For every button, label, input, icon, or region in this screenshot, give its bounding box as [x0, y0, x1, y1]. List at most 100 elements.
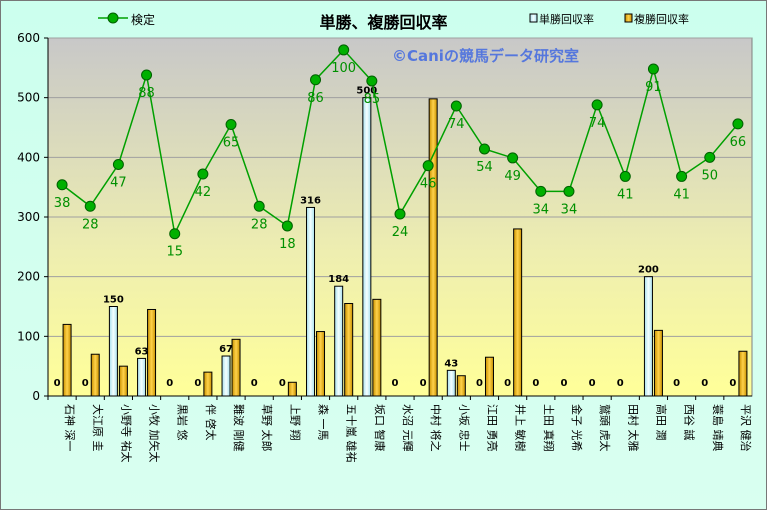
bar-data-label: 500 — [356, 86, 377, 97]
bar-data-label: 0 — [729, 378, 736, 389]
x-category-label: 上野 翔 — [288, 404, 302, 441]
kentei-point — [338, 44, 350, 56]
x-category-label: 鷲頭 虎太 — [598, 404, 612, 452]
kentei-point — [197, 168, 209, 180]
bar-data-label: 0 — [532, 378, 539, 389]
y-tick-label: 400 — [17, 150, 40, 164]
x-category-label: 金子 光希 — [570, 404, 584, 452]
bar-data-label: 0 — [279, 378, 286, 389]
kentei-point — [169, 228, 181, 240]
bar-data-label: 0 — [504, 378, 511, 389]
bar-data-label: 0 — [420, 378, 427, 389]
kentei-label: 49 — [504, 169, 521, 184]
kentei-point — [141, 69, 153, 81]
kentei-label: 50 — [701, 168, 718, 183]
kentei-label: 66 — [730, 135, 747, 150]
bar-data-label: 0 — [392, 378, 399, 389]
bar-fukusho — [372, 298, 382, 397]
kentei-point — [394, 208, 406, 220]
bar-data-label: 0 — [701, 378, 708, 389]
bar-fukusho — [653, 329, 663, 397]
x-category-label: 高田 潤 — [654, 404, 668, 441]
x-category-label: 平沢 健治 — [739, 404, 753, 452]
x-category-label: 大江原 圭 — [91, 404, 105, 452]
kentei-label: 15 — [166, 245, 183, 260]
x-category-label: 蓑島 靖典 — [711, 404, 725, 452]
kentei-label: 91 — [645, 80, 662, 95]
y-tick-label: 600 — [17, 31, 40, 45]
bar-fukusho — [118, 365, 128, 397]
kentei-point — [112, 158, 124, 170]
kentei-point — [253, 200, 265, 212]
bar-tansho — [221, 355, 231, 397]
bar-tansho — [334, 285, 344, 397]
kentei-label: 41 — [673, 187, 690, 202]
x-category-label: 小牧 加矢太 — [148, 404, 162, 463]
bar-fukusho — [513, 228, 523, 397]
kentei-point — [56, 179, 68, 191]
y-tick-label: 300 — [17, 210, 40, 224]
bar-fukusho — [90, 353, 100, 397]
bar-fukusho — [147, 308, 157, 397]
kentei-label: 88 — [138, 86, 155, 101]
y-tick-label: 100 — [17, 329, 40, 343]
kentei-label: 85 — [364, 92, 381, 107]
kentei-point — [732, 118, 744, 130]
kentei-point — [366, 75, 378, 87]
kentei-point — [591, 99, 603, 111]
kentei-point — [310, 74, 322, 86]
bar-data-label: 0 — [617, 378, 624, 389]
bar-fukusho — [287, 381, 297, 397]
kentei-label: 34 — [561, 202, 578, 217]
legend-tansho: 単勝回収率 — [539, 13, 594, 26]
bar-data-label: 316 — [300, 195, 321, 206]
kentei-point — [563, 185, 575, 197]
bar-fukusho — [231, 338, 241, 397]
x-category-label: 中村 将之 — [429, 404, 443, 452]
legend-kentei: 検定 — [131, 13, 156, 27]
bar-tansho — [362, 97, 372, 397]
kentei-point — [535, 185, 547, 197]
kentei-point — [676, 170, 688, 182]
bar-fukusho — [428, 98, 438, 397]
x-category-label: 西谷 誠 — [683, 404, 696, 441]
kentei-point — [619, 170, 631, 182]
bar-data-label: 0 — [166, 378, 173, 389]
kentei-label: 54 — [476, 160, 493, 175]
kentei-label: 46 — [420, 177, 437, 192]
kentei-label: 47 — [110, 175, 127, 190]
kentei-label: 74 — [589, 116, 606, 131]
x-category-label: 水沼 元輝 — [401, 404, 415, 452]
bar-data-label: 0 — [82, 378, 89, 389]
bar-data-label: 0 — [476, 378, 483, 389]
kentei-label: 28 — [251, 217, 268, 232]
bar-fukusho — [203, 371, 213, 397]
bar-data-label: 150 — [103, 295, 124, 306]
bar-data-label: 184 — [328, 274, 349, 285]
x-category-label: 難波 剛健 — [232, 404, 245, 452]
kentei-label: 28 — [82, 217, 99, 232]
x-category-label: 石神 深一 — [63, 404, 77, 452]
kentei-label: 34 — [533, 202, 550, 217]
kentei-point — [225, 119, 237, 131]
kentei-label: 38 — [54, 196, 71, 211]
kentei-label: 24 — [392, 225, 409, 240]
x-category-label: 江田 勇亮 — [485, 404, 499, 452]
kentei-label: 42 — [195, 185, 212, 200]
kentei-point — [704, 151, 716, 163]
y-tick-label: 200 — [17, 270, 40, 284]
x-category-label: 小坂 忠士 — [457, 404, 470, 452]
bar-fukusho — [62, 323, 72, 397]
x-category-label: 草野 太郎 — [260, 404, 274, 452]
legend-fukusho: 複勝回収率 — [634, 13, 689, 26]
bar-data-label: 0 — [251, 378, 258, 389]
kentei-point — [647, 63, 659, 75]
y-tick-label: 0 — [32, 389, 40, 403]
x-category-label: 土田 真翔 — [542, 404, 556, 452]
bar-tansho — [446, 369, 456, 397]
kentei-point — [422, 160, 434, 172]
kentei-label: 100 — [331, 61, 356, 76]
bar-tansho — [137, 357, 147, 397]
y-tick-label: 500 — [17, 91, 40, 105]
